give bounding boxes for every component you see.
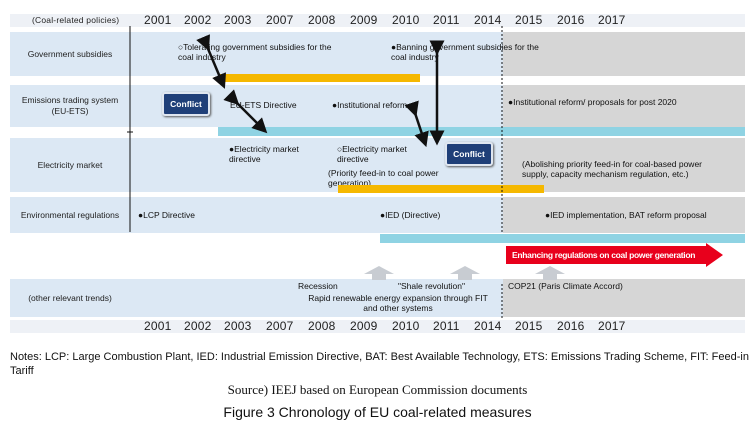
year-label: 2015: [515, 319, 543, 333]
year-label: 2001: [144, 319, 172, 333]
year-label: 2010: [392, 13, 420, 27]
notes-text: Notes: LCP: Large Combustion Plant, IED:…: [10, 351, 749, 377]
year-label: 2003: [224, 319, 252, 333]
year-label: 2009: [350, 13, 378, 27]
note-abolishing-priority: (Abolishing priority feed-in for coal-ba…: [522, 159, 703, 179]
year-label: 2017: [598, 319, 626, 333]
future-shade: [503, 138, 745, 192]
year-label: 2017: [598, 13, 626, 27]
arrow-label: Enhancing regulations on coal power gene…: [512, 250, 696, 260]
year-label: 2007: [266, 13, 294, 27]
year-label: 2003: [224, 13, 252, 27]
note-priority-feed-in: (Priority feed-in to coal power generati…: [328, 168, 439, 188]
note-banning-subsidies: ●Banning government subsidies for the co…: [391, 42, 539, 62]
note-renewable-expansion: Rapid renewable energy expansion through…: [308, 293, 488, 313]
note-institutional-reform: ●Institutional reform: [332, 100, 408, 110]
future-shade: [503, 197, 745, 233]
year-label: 2011: [433, 13, 460, 27]
figure-title: Figure 3 Chronology of EU coal-related m…: [223, 404, 532, 420]
year-label: 2008: [308, 13, 336, 27]
enhancing-regulations-arrow: [506, 243, 723, 267]
year-label: 2009: [350, 319, 378, 333]
source-text: Source) IEEJ based on European Commissio…: [227, 382, 528, 397]
future-shade: [503, 85, 745, 127]
year-label: 2002: [184, 319, 212, 333]
conflict-badge-electricity: Conflict: [445, 142, 493, 166]
year-label: 2014: [474, 319, 502, 333]
year-label: 2016: [557, 319, 585, 333]
note-cop21: COP21 (Paris Climate Accord): [508, 281, 623, 291]
row-emissions-trading: Emissions trading system (EU-ETS) EU-ETS…: [10, 85, 745, 127]
year-label: 2016: [557, 13, 585, 27]
row-label: Emissions trading system (EU-ETS): [21, 95, 119, 116]
future-shade: [503, 32, 745, 76]
row-label: (other relevant trends): [28, 292, 112, 303]
trend-arrow-icon: [364, 266, 394, 280]
row-label: Environmental regulations: [20, 209, 120, 220]
note-ied-directive: ●IED (Directive): [380, 210, 441, 220]
year-label: 2001: [144, 13, 172, 27]
corner-label: (Coal-related policies): [32, 15, 120, 25]
note-shale-revolution: "Shale revolution": [398, 281, 465, 291]
row-other-trends: (other relevant trends) Recession "Shale…: [10, 279, 745, 317]
year-header-top: (Coal-related policies) 2001 2002 2003 2…: [10, 14, 745, 27]
ied-bar: [380, 234, 745, 243]
year-label: 2015: [515, 13, 543, 27]
note-ied-implementation: ●IED implementation, BAT reform proposal: [545, 210, 707, 220]
year-header-bottom: 2001 2002 2003 2007 2008 2009 2010 2011 …: [10, 320, 745, 333]
future-shade: [503, 279, 745, 317]
year-label: 2010: [392, 319, 420, 333]
note-electricity-directive-1: ●Electricity market directive: [229, 144, 299, 164]
priority-feed-in-bar: [338, 185, 544, 193]
note-electricity-directive-2: ○Electricity market directive: [337, 144, 407, 164]
year-label: 2007: [266, 319, 294, 333]
conflict-badge-ets: Conflict: [162, 92, 210, 116]
row-label: Electricity market: [37, 159, 103, 170]
row-environmental-regulations: Environmental regulations ●LCP Directive…: [10, 197, 745, 233]
row-label: Government subsidies: [27, 48, 113, 59]
year-label: 2011: [433, 319, 460, 333]
row-electricity-market: Electricity market ●Electricity market d…: [10, 138, 745, 192]
note-post-2020: ●Institutional reform/ proposals for pos…: [508, 97, 677, 107]
year-label: 2008: [308, 319, 336, 333]
trend-arrow-icon: [535, 266, 565, 280]
year-label: 2002: [184, 13, 212, 27]
subsidy-bar: [218, 74, 420, 82]
year-label: 2014: [474, 13, 502, 27]
ets-bar: [218, 127, 745, 136]
trend-arrow-icon: [450, 266, 480, 280]
note-lcp-directive: ●LCP Directive: [138, 210, 195, 220]
note-recession: Recession: [298, 281, 338, 291]
